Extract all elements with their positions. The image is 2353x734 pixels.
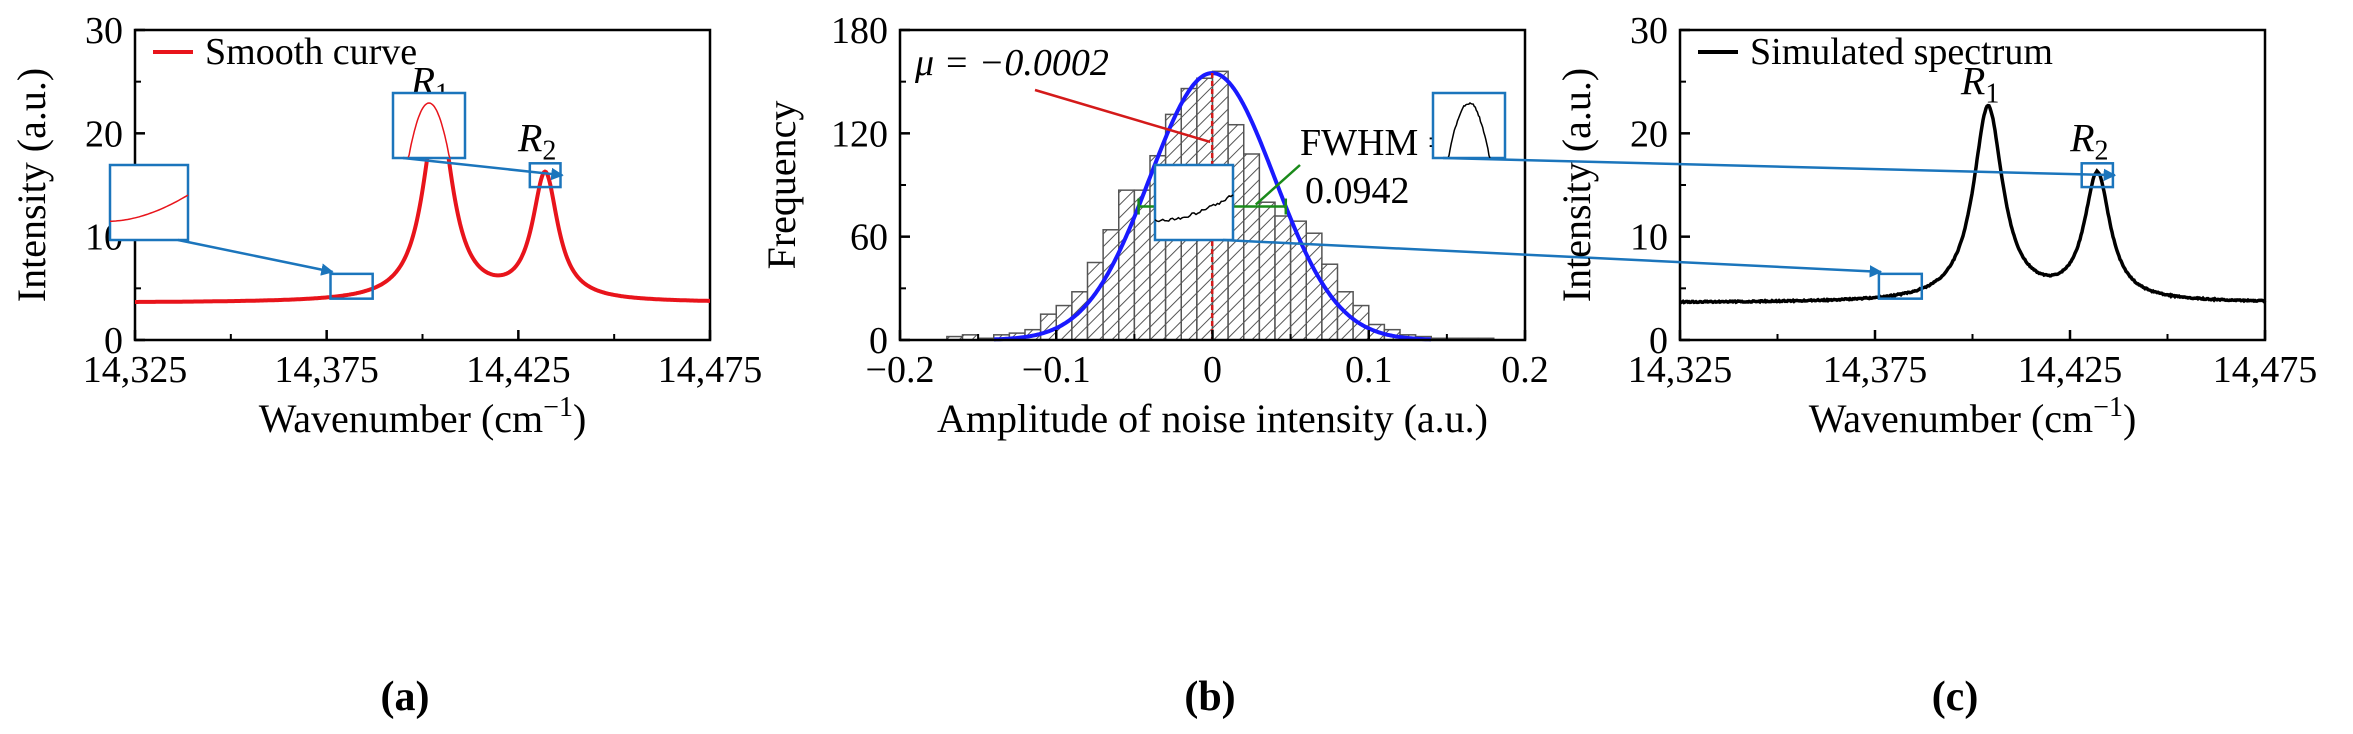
panel-b-ytick-label: 60 xyxy=(850,217,888,259)
panel-a-inset-2-curve xyxy=(407,102,451,159)
panel-a-inset-2-arrow xyxy=(402,156,564,181)
panel-c-ytick-label: 30 xyxy=(1630,10,1668,52)
panel-a-ytick-label: 0 xyxy=(104,320,123,362)
panel-c-inset-1-arrow xyxy=(1222,238,1883,278)
panel-c-peak-label-2: R2 xyxy=(2069,116,2108,167)
panel-b-xtick-label: 0 xyxy=(1203,349,1222,391)
panel-c-inset-2-curve xyxy=(1447,102,1491,159)
histogram-bar xyxy=(1243,153,1261,341)
fwhm-annotation-leader xyxy=(1254,164,1301,206)
panel-c-series-line xyxy=(1680,103,2267,305)
panel-c-peak-label-1: R1 xyxy=(1960,59,1999,110)
panel-a-inset-1-curve xyxy=(109,194,189,223)
panel-a-xtick-label: 14,375 xyxy=(274,349,379,391)
panel-a-panel-label: (a) xyxy=(381,674,430,720)
panel-a-inset-1-arrow xyxy=(177,238,334,276)
mu-annotation: μ = −0.0002 xyxy=(914,42,1109,84)
panel-c-legend-label: Simulated spectrum xyxy=(1750,31,2053,73)
panel-c-ylabel: Intensity (a.u.) xyxy=(1554,68,1599,302)
histogram-bar xyxy=(1118,189,1136,341)
histogram-bar xyxy=(1274,215,1292,341)
panel-b-ytick-label: 0 xyxy=(869,320,888,362)
panel-c-ytick-label: 20 xyxy=(1630,113,1668,155)
panel-b-ytick-label: 120 xyxy=(831,113,888,155)
panel-c-zoom-box-1 xyxy=(1877,272,1924,300)
panel-b-xtick-label: 0.1 xyxy=(1345,349,1393,391)
panel-c-xlabel: Wavenumber (cm−1) xyxy=(1809,392,2137,441)
panel-c-inset-1-curve xyxy=(1154,194,1234,223)
panel-a-ytick-label: 30 xyxy=(85,10,123,52)
panel-a-series-line xyxy=(135,103,710,304)
panel-c-xtick-label: 14,325 xyxy=(1628,349,1733,391)
panel-a-peak-label-2: R2 xyxy=(517,116,556,167)
panel-c-xtick-label: 14,375 xyxy=(1823,349,1928,391)
panel-b-xtick-label: −0.1 xyxy=(1022,349,1091,391)
panel-c-xtick-label: 14,425 xyxy=(2018,349,2123,391)
panel-c-inset-2 xyxy=(1431,91,1507,160)
panel-b-panel-label: (b) xyxy=(1184,674,1235,720)
panel-a-zoom-box-1 xyxy=(329,272,374,300)
panel-a-xtick-label: 14,475 xyxy=(658,349,763,391)
histogram-bar xyxy=(1258,201,1276,341)
panel-b: μ = −0.0002 FWHM = 0.0942 −0.2 −0.1 0 0.1 0.2 0 6… xyxy=(759,10,1549,720)
panel-b-xtick-label: −0.2 xyxy=(866,349,935,391)
panel-a-legend-label: Smooth curve xyxy=(205,31,417,73)
panel-c-inset-2-arrow xyxy=(1442,156,2117,182)
panel-a-xtick-label: 14,425 xyxy=(466,349,571,391)
panel-c-panel-label: (c) xyxy=(1932,674,1979,720)
histogram-bar xyxy=(1102,229,1120,341)
fwhm-annotation-line1: FWHM = xyxy=(1300,122,1449,164)
histogram-bar xyxy=(1305,232,1323,341)
panel-a-inset-2 xyxy=(391,91,467,160)
panel-c: 14,325 14,375 14,425 14,475 0 10 20 30 Simulated… xyxy=(1153,10,2318,720)
panel-b-ylabel: Frequency xyxy=(759,101,804,270)
panel-a-ylabel: Intensity (a.u.) xyxy=(9,68,54,302)
panel-b-xtick-label: 0.2 xyxy=(1501,349,1549,391)
mu-annotation-leader xyxy=(1034,88,1211,144)
panel-b-ytick-label: 180 xyxy=(831,10,888,52)
panel-c-xtick-label: 14,475 xyxy=(2213,349,2318,391)
panel-a-xlabel: Wavenumber (cm−1) xyxy=(259,392,587,441)
panel-b-xlabel: Amplitude of noise intensity (a.u.) xyxy=(937,396,1488,441)
fwhm-annotation-line2: 0.0942 xyxy=(1305,170,1410,212)
panel-c-ytick-label: 10 xyxy=(1630,217,1668,259)
panel-a-ytick-label: 20 xyxy=(85,113,123,155)
panel-c-ytick-label: 0 xyxy=(1649,320,1668,362)
panel-a-xtick-label: 14,325 xyxy=(83,349,188,391)
